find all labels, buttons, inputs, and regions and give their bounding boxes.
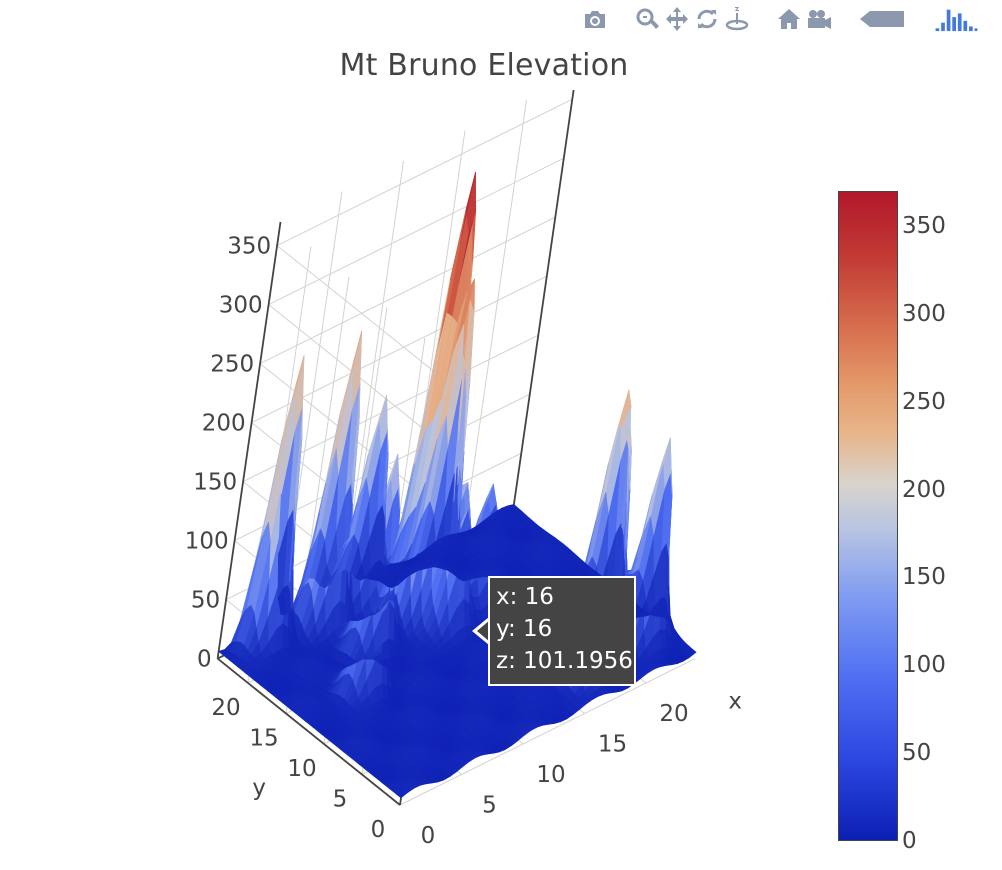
- z-tick-label: 150: [193, 470, 237, 496]
- colorbar-tick-label: 350: [902, 213, 946, 240]
- turntable-icon[interactable]: [722, 4, 752, 34]
- x-tick-label: 20: [659, 701, 688, 727]
- hover-label: x: 16 y: 16 z: 101.1956: [488, 576, 636, 686]
- y-tick-label: 20: [211, 695, 240, 721]
- plotly-logo-icon[interactable]: [930, 4, 982, 34]
- colorbar-tick-label: 200: [902, 476, 946, 503]
- hover-y: y: 16: [496, 616, 553, 642]
- camera-icon[interactable]: [580, 4, 610, 34]
- z-tick-label: 200: [202, 411, 246, 437]
- y-tick-label: 5: [333, 787, 348, 813]
- modebar-group-navigation: [632, 4, 752, 34]
- colorbar-tick-label: 150: [902, 564, 946, 591]
- colorbar-tick-label: 300: [902, 300, 946, 327]
- axis-edge: [511, 90, 575, 513]
- grid-line: [267, 157, 565, 452]
- modebar-group-export: [580, 4, 610, 34]
- camera-last-save-icon[interactable]: [804, 4, 834, 34]
- z-tick-label: 300: [219, 293, 263, 319]
- hover-arrow-inner: [477, 620, 490, 642]
- z-tick-label: 0: [197, 647, 212, 673]
- z-tick-label: 50: [191, 588, 220, 614]
- axis-edge: [217, 657, 401, 806]
- grid-line: [399, 658, 696, 806]
- z-tick-label: 350: [227, 234, 271, 260]
- grid-line: [276, 98, 573, 393]
- colorbar-tick-label: 0: [902, 828, 917, 854]
- modebar: [558, 4, 982, 34]
- grid-line: [259, 216, 556, 511]
- modebar-group-hover: [856, 4, 908, 34]
- chart-title: Mt Bruno Elevation: [339, 48, 629, 83]
- colorbar-tick-label: 50: [902, 740, 932, 767]
- y-tick-label: 0: [371, 817, 386, 843]
- pan-icon[interactable]: [662, 4, 692, 34]
- home-icon[interactable]: [774, 4, 804, 34]
- y-tick-label: 15: [249, 726, 278, 752]
- hover-z: z: 101.1956: [496, 648, 633, 674]
- x-tick-label: 10: [536, 762, 565, 788]
- modebar-group-logo: [930, 4, 982, 34]
- x-tick-label: 15: [598, 732, 627, 758]
- hover-x: x: 16: [496, 584, 554, 610]
- orbit-rotation-icon[interactable]: [692, 4, 722, 34]
- y-axis-title: y: [252, 775, 266, 801]
- colorbar: [838, 191, 898, 841]
- modebar-group-camera: [774, 4, 834, 34]
- axis-edge: [216, 221, 282, 659]
- x-tick-label: 5: [482, 793, 497, 819]
- colorbar-tick-label: 100: [902, 652, 946, 679]
- z-tick-label: 100: [185, 529, 229, 555]
- x-tick-label: 0: [421, 823, 436, 849]
- z-tick-label: 250: [210, 352, 254, 378]
- y-tick-label: 10: [287, 756, 316, 782]
- colorbar-tick-label: 250: [902, 388, 946, 415]
- surface-layer: [217, 171, 697, 799]
- toggle-hover-icon[interactable]: [856, 4, 908, 34]
- zoom-icon[interactable]: [632, 4, 662, 34]
- x-axis-title: x: [728, 689, 742, 715]
- surface-cell: [217, 649, 230, 655]
- grid-line: [463, 99, 527, 537]
